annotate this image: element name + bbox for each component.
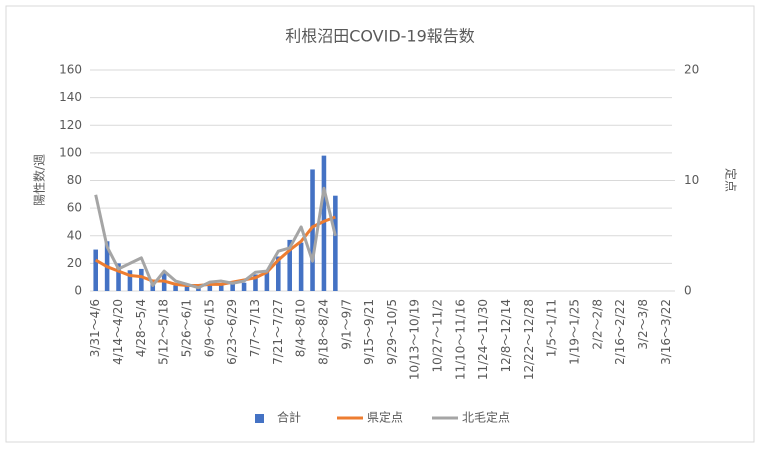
line	[94, 186, 337, 290]
x-tick-label: 10/13～10/19	[408, 299, 422, 380]
y-tick-label: 120	[59, 118, 82, 132]
x-tick-label: 1/5～1/11	[545, 299, 559, 357]
x-tick-label: 3/16～3/22	[659, 299, 673, 365]
chart-title: 利根沼田COVID-19報告数	[285, 27, 475, 46]
x-tick-label: 8/4～8/10	[294, 299, 308, 357]
y-tick-label: 60	[67, 201, 82, 215]
bar	[321, 155, 327, 291]
bar	[253, 274, 258, 291]
bar	[207, 282, 213, 291]
y2-tick-label: 0	[684, 284, 692, 298]
bar	[310, 169, 315, 291]
x-tick-label: 5/26～6/1	[180, 299, 194, 357]
x-tick-label: 5/12～5/18	[157, 299, 171, 365]
y-tick-label: 140	[59, 90, 82, 104]
x-tick-label: 9/1～9/7	[339, 299, 353, 350]
bar	[116, 263, 121, 291]
y-tick-label: 0	[74, 284, 82, 298]
x-tick-label: 4/14～4/20	[111, 299, 125, 365]
x-tick-label: 2/2～2/8	[590, 299, 604, 350]
x-tick-label: 8/18～8/24	[316, 299, 330, 365]
x-tick-label: 11/24～11/30	[476, 299, 490, 380]
legend-label: 北毛定点	[462, 410, 510, 425]
x-tick-label: 7/21～7/27	[271, 299, 285, 365]
x-tick-label: 6/23～6/29	[225, 299, 239, 365]
x-tick-label: 11/10～11/16	[453, 299, 467, 380]
legend-label: 合計	[277, 410, 301, 425]
chart-border	[5, 5, 755, 443]
bar	[127, 270, 133, 291]
bar	[184, 285, 190, 291]
x-tick-label: 3/31～4/6	[88, 299, 102, 357]
legend-swatch	[255, 414, 264, 423]
bar	[287, 239, 292, 291]
x-tick-label: 4/28～5/4	[134, 299, 148, 357]
bar	[241, 282, 247, 291]
bar	[93, 249, 98, 291]
x-tick-label: 2/16～2/22	[613, 299, 627, 365]
y2-tick-label: 20	[684, 63, 699, 77]
bar	[276, 256, 281, 291]
x-tick-label: 12/8～12/14	[499, 299, 513, 373]
y-tick-label: 40	[67, 228, 82, 242]
x-tick-label: 10/27～11/2	[431, 299, 445, 373]
bar	[139, 268, 144, 291]
bar	[298, 242, 304, 291]
bar	[333, 195, 338, 291]
bar	[230, 282, 235, 291]
y-tick-label: 20	[67, 256, 82, 270]
x-tick-label: 3/2～3/8	[636, 299, 650, 350]
y2-axis-label: 定点	[724, 168, 739, 192]
y2-tick-label: 10	[684, 173, 699, 187]
x-tick-label: 9/29～10/5	[385, 299, 399, 365]
x-tick-label: 6/9～6/15	[202, 299, 216, 357]
y-tick-label: 80	[67, 173, 82, 187]
bar	[218, 284, 224, 291]
bar	[173, 285, 178, 291]
legend-label: 県定点	[367, 410, 403, 425]
x-tick-label: 1/19～1/25	[568, 299, 582, 365]
bar	[264, 271, 270, 291]
y-tick-label: 100	[59, 145, 82, 159]
x-tick-label: 12/22～12/28	[522, 299, 536, 380]
y-tick-label: 160	[59, 63, 82, 77]
x-tick-label: 7/7～7/13	[248, 299, 262, 357]
line	[94, 215, 336, 287]
y-axis-label: 陽性数/週	[32, 154, 47, 206]
x-tick-label: 9/15～9/21	[362, 299, 376, 365]
